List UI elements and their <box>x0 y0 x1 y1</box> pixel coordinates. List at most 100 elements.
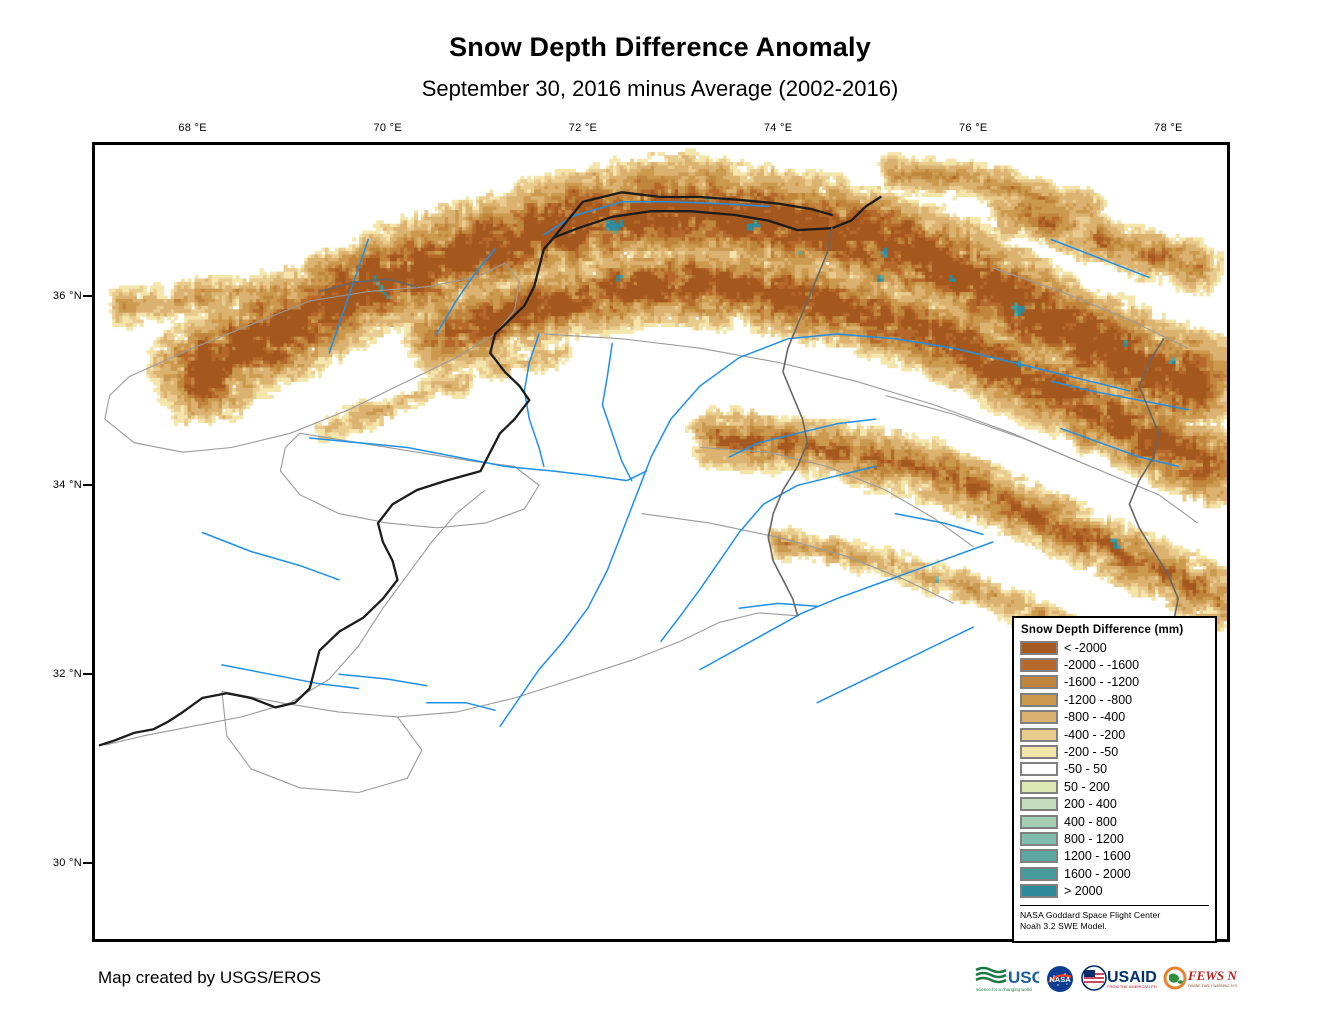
legend-row: 1200 - 1600 <box>1020 848 1209 865</box>
legend-swatch <box>1020 745 1058 760</box>
lon-tick-label-72: 72 °E <box>569 122 598 134</box>
nasa-logo: NASA <box>1045 964 1075 994</box>
legend-row: -50 - 50 <box>1020 761 1209 778</box>
legend-label: -400 - -200 <box>1064 728 1125 742</box>
legend-label: -50 - 50 <box>1064 762 1107 776</box>
map-credit: Map created by USGS/EROS <box>98 968 321 988</box>
legend-swatch <box>1020 849 1058 864</box>
basin-outline <box>543 333 1199 524</box>
legend-row: -1600 - -1200 <box>1020 674 1209 691</box>
legend-label: 800 - 1200 <box>1064 832 1124 846</box>
legend-row: -400 - -200 <box>1020 726 1209 743</box>
lat-tick-label-30: 30 °N <box>40 857 82 869</box>
river <box>221 664 360 690</box>
river <box>328 238 369 354</box>
lon-tick-label-70: 70 °E <box>373 122 402 134</box>
lon-tick-label-74: 74 °E <box>764 122 793 134</box>
legend-label: -200 - -50 <box>1064 745 1118 759</box>
river <box>201 531 340 581</box>
legend-label: -800 - -400 <box>1064 710 1125 724</box>
legend-swatch <box>1020 692 1058 707</box>
lon-tick-label-78: 78 °E <box>1154 122 1183 134</box>
basin-outline <box>104 489 486 746</box>
legend-note-line2: Noah 3.2 SWE Model. <box>1020 921 1209 932</box>
river <box>426 701 496 712</box>
basin-outline <box>885 394 1091 467</box>
usaid-logo: USAID FROM THE AMERICAN PEOPLE <box>1081 964 1157 994</box>
lat-tick-label-34: 34 °N <box>40 479 82 491</box>
legend-note-line1: NASA Goddard Space Flight Center <box>1020 910 1209 921</box>
river <box>1050 238 1150 279</box>
legend-swatch <box>1020 866 1058 881</box>
page-title: Snow Depth Difference Anomaly <box>0 32 1320 63</box>
river <box>816 626 975 704</box>
legend-swatch <box>1020 658 1058 673</box>
legend-swatch <box>1020 884 1058 899</box>
legend-row: -200 - -50 <box>1020 743 1209 760</box>
river <box>308 437 648 482</box>
usgs-logo: USGS science for a changing world <box>975 964 1039 994</box>
legend-label: 1600 - 2000 <box>1064 867 1131 881</box>
lat-tick-34 <box>83 484 92 487</box>
basin-outline <box>221 612 798 718</box>
legend-swatch <box>1020 710 1058 725</box>
fewsnet-logo: FEWS NET FAMINE EARLY WARNING SYSTEMS NE… <box>1163 964 1237 994</box>
legend-row: -2000 - -1600 <box>1020 656 1209 673</box>
legend-row: 400 - 800 <box>1020 813 1209 830</box>
legend-label: > 2000 <box>1064 884 1103 898</box>
lon-tick-label-76: 76 °E <box>959 122 988 134</box>
legend-swatch <box>1020 831 1058 846</box>
legend-label: 200 - 400 <box>1064 797 1117 811</box>
legend-label: 400 - 800 <box>1064 815 1117 829</box>
river <box>499 333 1131 728</box>
map-legend: Snow Depth Difference (mm) < -2000 -2000 … <box>1012 616 1217 943</box>
lat-tick-label-36: 36 °N <box>40 290 82 302</box>
river <box>728 418 877 458</box>
logo-bar: USGS science for a changing world NASA U… <box>975 962 1237 996</box>
lat-tick-36 <box>83 295 92 298</box>
legend-row: 800 - 1200 <box>1020 830 1209 847</box>
legend-row: < -2000 <box>1020 639 1209 656</box>
basin-outline <box>221 691 423 794</box>
legend-label: 50 - 200 <box>1064 780 1110 794</box>
country-border <box>830 195 882 230</box>
river <box>699 541 994 671</box>
disputed-border <box>767 227 833 617</box>
basin-outline <box>641 513 955 604</box>
country-boundary-layer <box>98 191 882 747</box>
disputed-border <box>1128 338 1179 642</box>
legend-row: > 2000 <box>1020 882 1209 899</box>
river <box>338 673 428 687</box>
map-frame[interactable]: Snow Depth Difference (mm) < -2000 -2000 … <box>92 142 1230 943</box>
river <box>1060 427 1179 468</box>
lat-tick-32 <box>83 673 92 676</box>
legend-row: 200 - 400 <box>1020 796 1209 813</box>
legend-row: -800 - -400 <box>1020 709 1209 726</box>
page-subtitle: September 30, 2016 minus Average (2002-2… <box>0 76 1320 102</box>
legend-swatch <box>1020 779 1058 794</box>
legend-source-note: NASA Goddard Space Flight Center Noah 3.… <box>1020 904 1209 932</box>
river <box>660 465 877 642</box>
legend-items: < -2000 -2000 - -1600 -1600 - -1200 -1200 -… <box>1020 639 1209 900</box>
legend-row: 1600 - 2000 <box>1020 865 1209 882</box>
legend-swatch <box>1020 675 1058 690</box>
disputed-border <box>318 278 418 293</box>
river-layer <box>201 200 1189 728</box>
legend-swatch <box>1020 640 1058 655</box>
anomaly-raster-layer <box>108 148 1227 683</box>
legend-swatch <box>1020 727 1058 742</box>
basin-boundary-layer <box>104 262 1199 794</box>
river <box>1050 380 1189 411</box>
legend-label: -1200 - -800 <box>1064 693 1132 707</box>
legend-label: -1600 - -1200 <box>1064 675 1139 689</box>
lat-tick-label-32: 32 °N <box>40 668 82 680</box>
basin-outline <box>279 432 540 529</box>
river <box>435 248 496 335</box>
legend-label: 1200 - 1600 <box>1064 849 1131 863</box>
legend-row: 50 - 200 <box>1020 778 1209 795</box>
legend-label: -2000 - -1600 <box>1064 658 1139 672</box>
river <box>738 602 818 609</box>
legend-title: Snow Depth Difference (mm) <box>1021 624 1209 636</box>
river <box>894 512 984 536</box>
legend-row: -1200 - -800 <box>1020 691 1209 708</box>
